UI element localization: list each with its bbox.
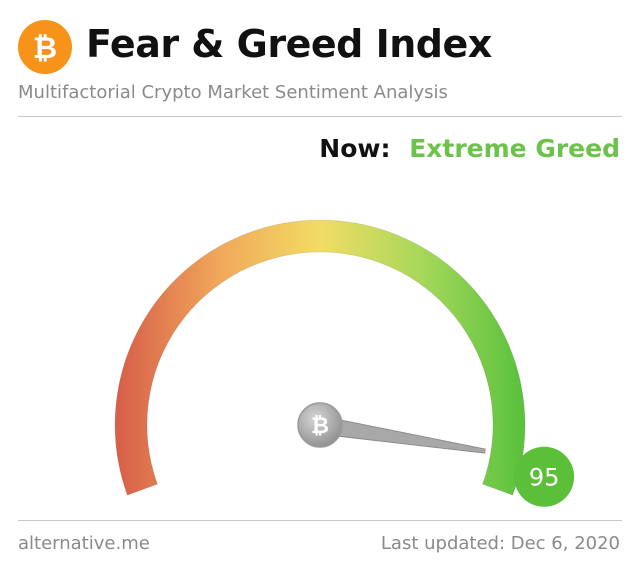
needle-knob: ₿ <box>297 402 343 448</box>
now-label: Now: <box>319 134 391 163</box>
current-status: Now: Extreme Greed <box>319 134 620 163</box>
classification-label: Extreme Greed <box>409 134 620 163</box>
logo-symbol: ₿ <box>33 31 57 66</box>
fear-greed-gauge: ₿ 95 <box>114 219 575 507</box>
gauge-needle <box>318 415 486 454</box>
bitcoin-icon: ₿ <box>311 414 329 439</box>
page-subtitle: Multifactorial Crypto Market Sentiment A… <box>18 82 448 103</box>
header-divider <box>18 116 622 117</box>
footer-divider <box>18 520 622 521</box>
gauge-arc <box>114 219 526 496</box>
page-title: Fear & Greed Index <box>86 22 492 66</box>
bitcoin-logo-icon: ₿ <box>18 20 72 74</box>
header: ₿ Fear & Greed Index <box>18 18 622 76</box>
value-label: 95 <box>529 464 560 492</box>
last-updated: Last updated: Dec 6, 2020 <box>380 533 620 554</box>
source-link[interactable]: alternative.me <box>18 533 150 554</box>
value-badge: 95 <box>514 446 575 507</box>
